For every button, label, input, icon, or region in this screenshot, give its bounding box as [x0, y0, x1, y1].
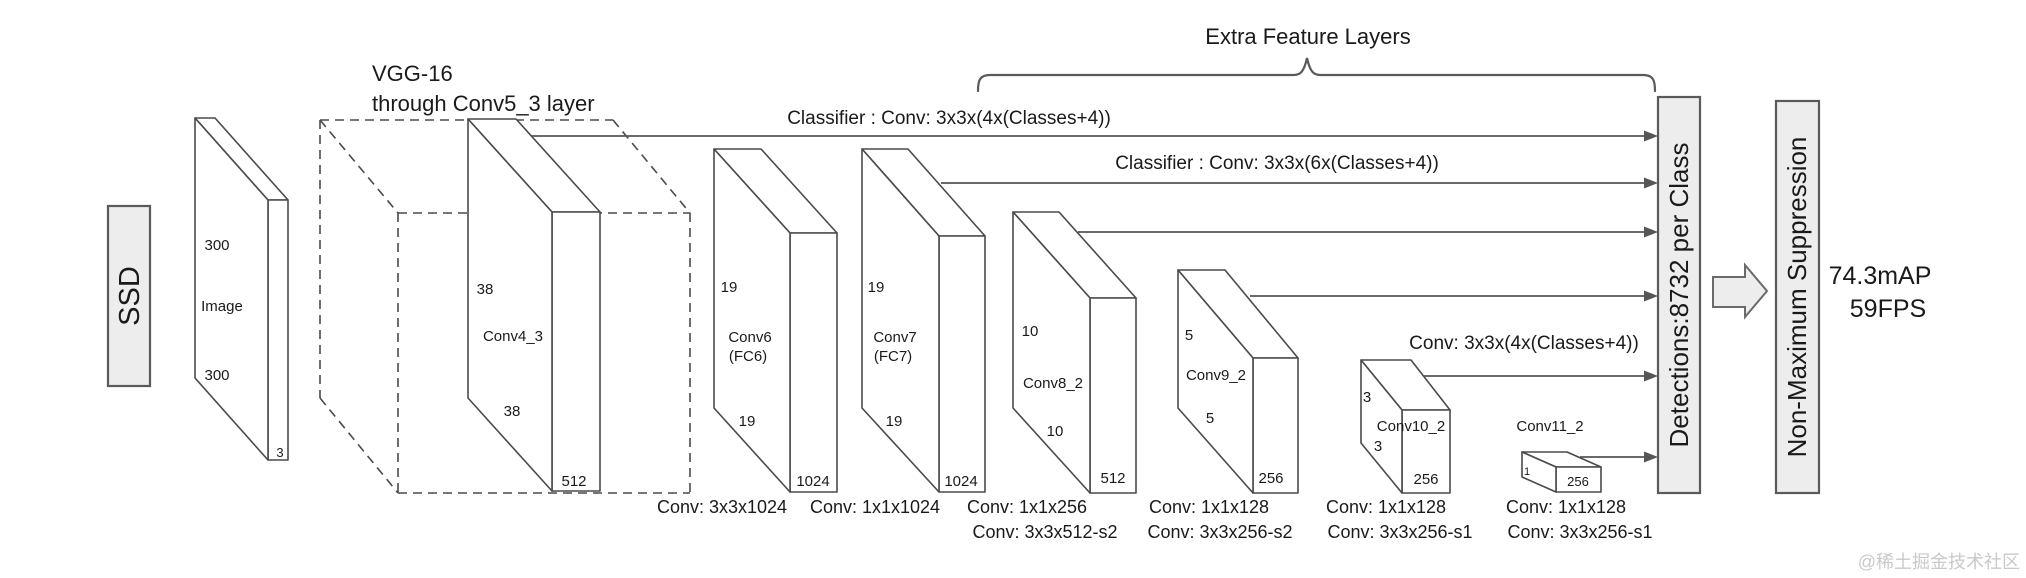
conv6-op-label: Conv: 3x3x1024 — [657, 497, 787, 517]
watermark: @稀土掘金技术社区 — [1858, 552, 2020, 572]
conv6-sub: (FC6) — [729, 348, 767, 365]
conv9-op2-label: Conv: 3x3x256-s2 — [1147, 522, 1292, 542]
image-name: Image — [201, 298, 243, 315]
conv8-op1-label: Conv: 1x1x256 — [967, 497, 1087, 517]
conv9_2-dim-w: 5 — [1206, 410, 1214, 427]
conv11_2-slab — [1521, 451, 1602, 493]
classifier-conv7-label: Classifier : Conv: 3x3x(6x(Classes+4)) — [1115, 153, 1439, 174]
conv9_2-dim-h: 5 — [1185, 327, 1193, 344]
conv9_2-slab — [1177, 269, 1299, 494]
conv8_2-depth: 512 — [1100, 470, 1125, 487]
conv10_2-dim-w: 3 — [1374, 438, 1382, 455]
conv7-slab — [861, 148, 986, 493]
conv9_2-name: Conv9_2 — [1186, 367, 1246, 384]
feature-arrows — [531, 130, 1658, 463]
conv11_2-dim-h: 1 — [1524, 466, 1530, 478]
conv8_2-dim-w: 10 — [1047, 423, 1064, 440]
conv7-sub: (FC7) — [874, 348, 912, 365]
image-depth: 3 — [276, 445, 283, 460]
image-dim-w: 300 — [204, 367, 229, 384]
image-dim-h: 300 — [204, 237, 229, 254]
vgg-note-line2: through Conv5_3 layer — [372, 91, 595, 116]
conv6-dim-h: 19 — [721, 279, 738, 296]
conv4_3-dim-w: 38 — [504, 403, 521, 420]
result-fps: 59FPS — [1850, 295, 1926, 323]
conv7-dim-w: 19 — [886, 413, 903, 430]
conv6-slab — [713, 148, 838, 493]
conv8-op2-label: Conv: 3x3x512-s2 — [972, 522, 1117, 542]
image-layer-slab — [194, 117, 289, 461]
conv10-op1-label: Conv: 1x1x128 — [1326, 497, 1446, 517]
conv11_2-depth: 256 — [1567, 474, 1589, 489]
conv8_2-slab — [1012, 211, 1137, 494]
conv7-depth: 1024 — [944, 473, 977, 490]
conv7-dim-h: 19 — [868, 279, 885, 296]
detections-box — [1656, 95, 1702, 495]
conv9_2-depth: 256 — [1258, 470, 1283, 487]
ssd-box — [106, 204, 152, 388]
conv4_3-dim-h: 38 — [477, 281, 494, 298]
conv11-op1-label: Conv: 1x1x128 — [1506, 497, 1626, 517]
conv6-dim-w: 19 — [739, 413, 756, 430]
extra-feature-layers-title: Extra Feature Layers — [1205, 24, 1410, 49]
conv10_2-dim-h: 3 — [1363, 389, 1371, 406]
conv9-op1-label: Conv: 1x1x128 — [1149, 497, 1269, 517]
ssd-label: SSD — [114, 266, 146, 326]
conv4_3-depth: 512 — [561, 473, 586, 490]
conv6-depth: 1024 — [796, 473, 829, 490]
extra-feature-layers-brace — [976, 57, 1657, 93]
conv10-op2-label: Conv: 3x3x256-s1 — [1327, 522, 1472, 542]
vgg-note-line1: VGG-16 — [372, 61, 453, 86]
conv11_2-name: Conv11_2 — [1516, 418, 1583, 435]
result-map: 74.3mAP — [1829, 262, 1932, 290]
vgg16-dashed-box — [319, 119, 691, 494]
conv4_3-name: Conv4_3 — [483, 328, 543, 345]
conv10_2-name: Conv10_2 — [1377, 418, 1445, 435]
conv10_2-slab — [1360, 359, 1451, 494]
conv8_2-name: Conv8_2 — [1023, 375, 1083, 392]
nms-box — [1774, 99, 1821, 495]
conv6-name: Conv6 — [728, 329, 771, 346]
detections-label: Detections:8732 per Class — [1664, 143, 1694, 448]
flow-arrow-icon — [1712, 262, 1769, 320]
conv11-op2-label: Conv: 3x3x256-s1 — [1507, 522, 1652, 542]
conv7-op-label: Conv: 1x1x1024 — [810, 497, 940, 517]
conv10_2-depth: 256 — [1413, 471, 1438, 488]
classifier-conv4_3-label: Classifier : Conv: 3x3x(4x(Classes+4)) — [787, 108, 1111, 129]
conv7-name: Conv7 — [873, 329, 916, 346]
nms-label: Non-Maximum Suppression — [1782, 137, 1812, 458]
classifier-conv10_2-label: Conv: 3x3x(4x(Classes+4)) — [1409, 333, 1639, 354]
conv4_3-slab — [467, 118, 601, 492]
conv8_2-dim-h: 10 — [1022, 323, 1039, 340]
